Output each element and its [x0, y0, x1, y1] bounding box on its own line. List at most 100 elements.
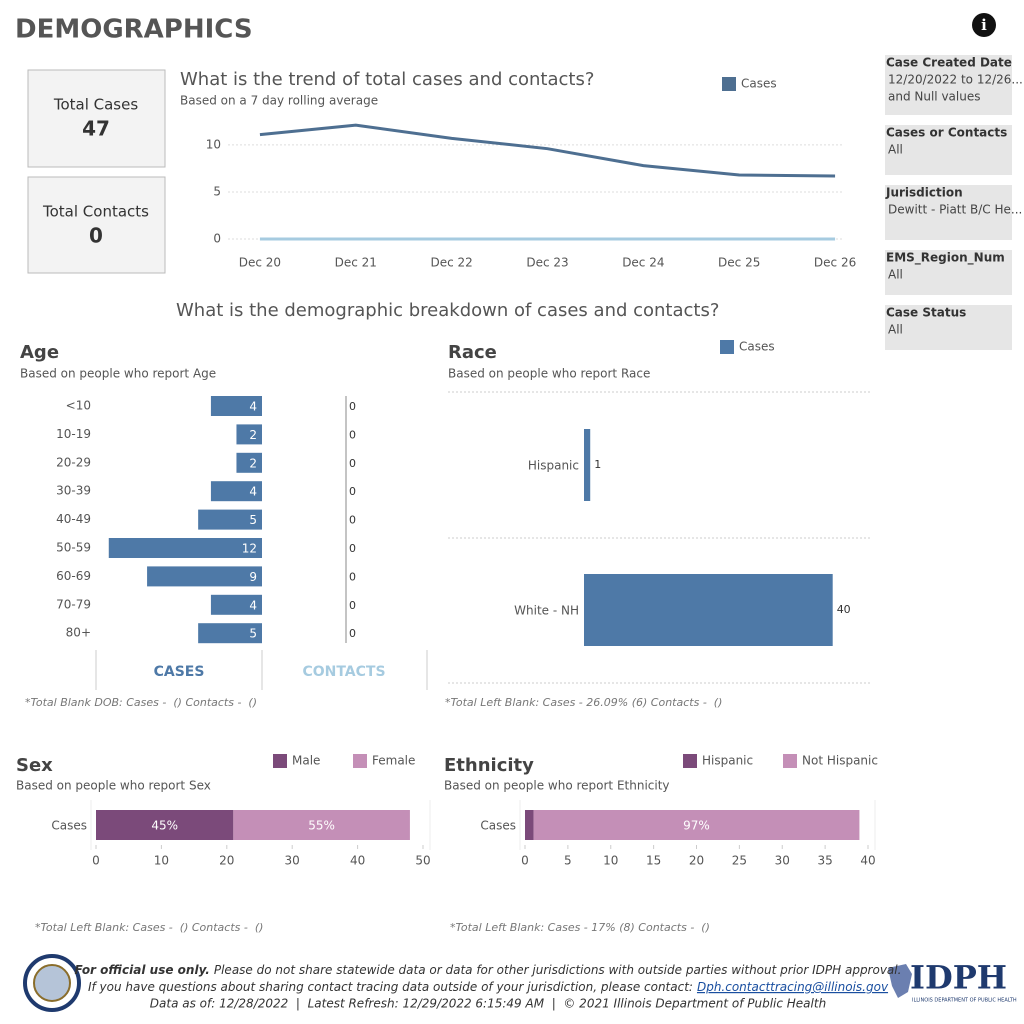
footer-notice: For official use only. Please do not shar… [75, 963, 902, 977]
y-tick-label: <10 [66, 399, 91, 413]
y-tick-label: 10 [206, 137, 221, 151]
legend-label: Hispanic [702, 754, 753, 768]
info-icon[interactable] [972, 13, 996, 37]
bar [584, 574, 833, 646]
bar [198, 509, 262, 530]
y-tick-label: Cases [51, 819, 87, 833]
x-tick-label: Dec 21 [335, 256, 377, 270]
section-title: What is the demographic breakdown of cas… [176, 300, 719, 321]
filter-box [885, 305, 1012, 350]
chart-note: *Total Blank DOB: Cases - () Contacts - … [25, 696, 257, 709]
footer-notice-text: Please do not share statewide data or da… [214, 963, 902, 977]
share-label: 45% [151, 819, 178, 833]
legend-swatch [353, 754, 367, 768]
y-tick-label: Cases [480, 819, 516, 833]
value-label: 0 [349, 599, 356, 612]
value-label: 5 [249, 627, 257, 641]
page-title: DEMOGRAPHICS [15, 15, 253, 45]
bar [584, 429, 591, 501]
y-tick-label: Hispanic [528, 459, 579, 473]
bar [210, 396, 262, 416]
logo-text: IDPH [910, 959, 1007, 997]
bar-segment [233, 810, 410, 840]
y-tick-label: 0 [213, 231, 221, 245]
footer-contact-text: If you have questions about sharing cont… [88, 980, 693, 994]
x-tick-label: 20 [219, 854, 234, 868]
x-tick-label: 25 [732, 854, 747, 868]
y-tick-label: 10-19 [56, 427, 91, 441]
chart-title: Ethnicity [444, 755, 534, 776]
value-label: 0 [349, 570, 356, 583]
chart-subtitle: Based on people who report Race [448, 367, 650, 381]
state-icon [888, 964, 912, 998]
x-tick-label: 40 [860, 854, 875, 868]
legend-label: Not Hispanic [802, 754, 878, 768]
y-tick-label: 80+ [66, 626, 91, 640]
y-tick-label: 50-59 [56, 541, 91, 555]
legend-swatch [722, 77, 736, 91]
x-tick-label: Dec 23 [526, 256, 568, 270]
x-tick-label: 10 [154, 854, 169, 868]
bar [198, 623, 262, 644]
value-label: 9 [249, 570, 257, 584]
series-label: CASES [154, 664, 205, 680]
filter-label: Case Status [886, 306, 966, 320]
legend-swatch [720, 340, 734, 354]
filter-box [885, 185, 1012, 240]
chart-note: *Total Left Blank: Cases - 26.09% (6) Co… [445, 696, 722, 709]
filter-value: and Null values [888, 90, 980, 104]
value-label: 0 [349, 485, 356, 498]
filter-value: All [888, 323, 903, 337]
legend-label: Female [372, 754, 415, 768]
seal-inner [33, 964, 71, 1002]
value-label: 5 [249, 513, 257, 527]
footer-contact: If you have questions about sharing cont… [88, 980, 889, 994]
series-label: CONTACTS [302, 664, 385, 680]
chart-subtitle: Based on people who report Ethnicity [444, 779, 670, 793]
value-label: 1 [594, 458, 601, 471]
filter-label: Cases or Contacts [886, 126, 1007, 140]
footer-email[interactable]: Dph.contacttracing@illinois.gov [697, 980, 889, 994]
filter-value: Dewitt - Piatt B/C He... [888, 203, 1022, 217]
chart-subtitle: Based on people who report Age [20, 367, 216, 381]
bar-segment [525, 810, 534, 840]
x-tick-label: 10 [603, 854, 618, 868]
y-tick-label: 70-79 [56, 597, 91, 611]
x-tick-label: Dec 24 [622, 256, 664, 270]
x-tick-label: Dec 25 [718, 256, 760, 270]
filter-value: 12/20/2022 to 12/26... [888, 73, 1023, 87]
value-label: 4 [249, 598, 257, 612]
chart-title: Age [20, 342, 59, 363]
x-tick-label: 0 [92, 854, 100, 868]
share-label: 55% [308, 819, 335, 833]
kpi-box [27, 176, 166, 274]
bar-segment [533, 810, 860, 840]
bar [108, 538, 263, 558]
filter-value: All [888, 268, 903, 282]
chart-subtitle: Based on a 7 day rolling average [180, 94, 378, 108]
filter-box [885, 250, 1012, 295]
share-label: 97% [683, 819, 710, 833]
footer-notice-bold: For official use only. [75, 963, 210, 977]
line-series [259, 123, 836, 178]
bar [236, 424, 262, 445]
y-tick-label: 5 [213, 184, 221, 198]
value-label: 0 [349, 542, 356, 555]
x-tick-label: Dec 20 [239, 256, 281, 270]
kpi-label: Total Contacts [42, 203, 149, 221]
value-label: 2 [249, 428, 257, 442]
footer-data-line: Data as of: 12/28/2022 | Latest Refresh:… [150, 997, 826, 1011]
kpi-box [27, 69, 166, 168]
y-tick-label: 40-49 [56, 512, 91, 526]
legend-label: Cases [741, 77, 777, 91]
chart-title: Sex [16, 755, 53, 776]
filter-label: Jurisdiction [885, 186, 963, 200]
x-tick-label: Dec 26 [814, 256, 856, 270]
legend-label: Male [292, 754, 320, 768]
value-label: 0 [349, 514, 356, 527]
x-tick-label: 35 [817, 854, 832, 868]
value-label: 0 [349, 457, 356, 470]
filter-box [885, 125, 1012, 175]
